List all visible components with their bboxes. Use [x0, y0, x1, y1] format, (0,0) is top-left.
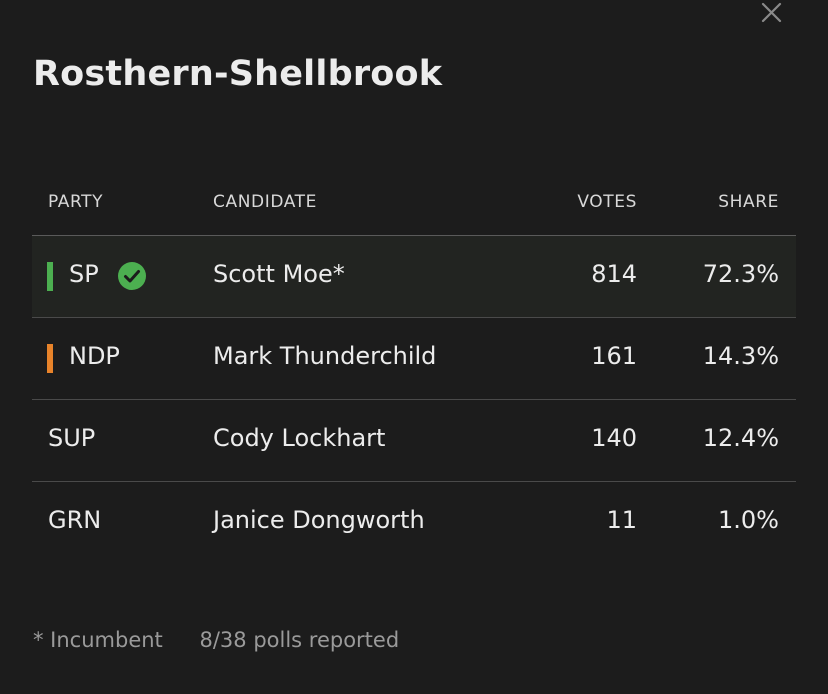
- party-color-bar: [47, 344, 53, 373]
- header-candidate: CANDIDATE: [213, 192, 317, 212]
- table-row: SP Scott Moe* 814 72.3%: [32, 236, 796, 318]
- header-party: PARTY: [48, 192, 104, 212]
- close-icon[interactable]: [758, 0, 786, 26]
- table-row: SUP Cody Lockhart 140 12.4%: [32, 400, 796, 482]
- table-row: NDP Mark Thunderchild 161 14.3%: [32, 318, 796, 400]
- party-name: GRN: [48, 506, 102, 534]
- table-row: GRN Janice Dongworth 11 1.0%: [32, 482, 796, 564]
- footer: * Incumbent 8/38 polls reported: [33, 628, 429, 652]
- header-votes: VOTES: [577, 192, 637, 212]
- party-name: NDP: [69, 342, 120, 370]
- candidate-name: Cody Lockhart: [213, 424, 386, 452]
- candidate-name: Janice Dongworth: [213, 506, 425, 534]
- results-table: PARTY CANDIDATE VOTES SHARE SP Scott Moe…: [32, 180, 796, 564]
- vote-share: 1.0%: [718, 506, 779, 534]
- vote-share: 14.3%: [702, 342, 779, 370]
- vote-count: 140: [591, 424, 637, 452]
- vote-count: 814: [591, 260, 637, 288]
- vote-share: 72.3%: [702, 260, 779, 288]
- candidate-name: Scott Moe*: [213, 260, 345, 288]
- candidate-name: Mark Thunderchild: [213, 342, 437, 370]
- party-name: SUP: [48, 424, 96, 452]
- polls-reported: 8/38 polls reported: [199, 628, 400, 652]
- header-share: SHARE: [718, 192, 779, 212]
- check-circle-icon: [117, 261, 147, 291]
- vote-share: 12.4%: [702, 424, 779, 452]
- vote-count: 11: [606, 506, 637, 534]
- table-header: PARTY CANDIDATE VOTES SHARE: [32, 180, 796, 236]
- party-color-bar: [47, 262, 53, 291]
- vote-count: 161: [591, 342, 637, 370]
- riding-title: Rosthern-Shellbrook: [33, 54, 443, 94]
- party-name: SP: [69, 260, 99, 288]
- incumbent-note: * Incumbent: [33, 628, 163, 652]
